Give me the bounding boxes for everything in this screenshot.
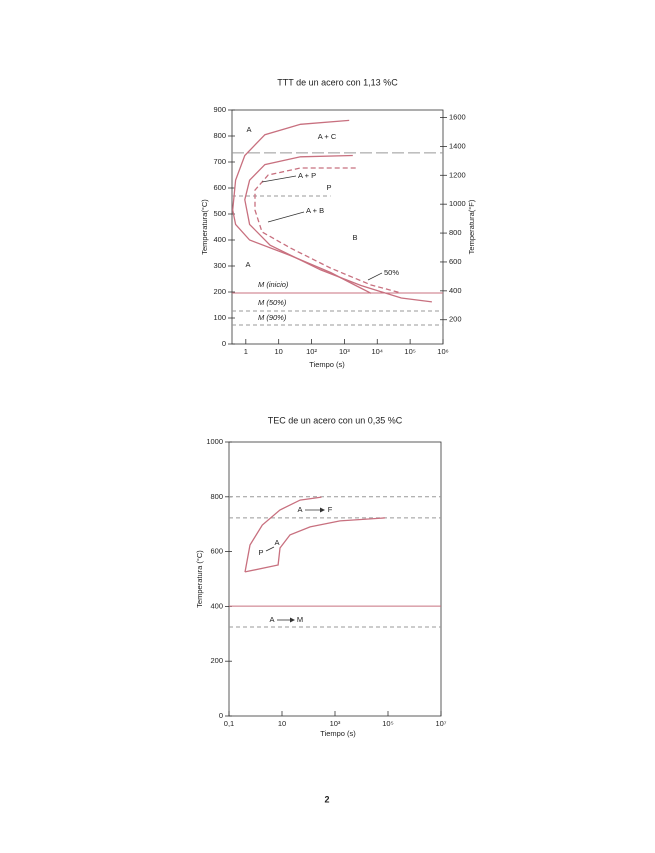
x-tick-label: 1	[244, 347, 248, 356]
page-number: 2	[324, 794, 329, 804]
y-tick-label: 300	[213, 261, 226, 270]
y2-tick-label: 600	[449, 257, 462, 266]
region-label: A	[246, 125, 251, 134]
y2-tick-label: 800	[449, 228, 462, 237]
x-axis-label: Tiempo (s)	[320, 729, 356, 738]
transformation-curve	[244, 517, 386, 573]
y2-axis-label: Temperatura(°F)	[467, 199, 476, 254]
region-label: A	[245, 260, 250, 269]
y-tick-label: 400	[210, 601, 223, 610]
region-label: A + P	[298, 171, 316, 180]
arrow-head	[290, 617, 295, 623]
arrow-head	[320, 507, 325, 513]
y2-tick-label: 200	[449, 315, 462, 324]
x-tick-label: 10⁴	[371, 347, 383, 356]
chart-title: TEC de un acero con un 0,35 %C	[268, 415, 403, 425]
transformation-curve	[244, 496, 322, 573]
y-tick-label: 600	[213, 183, 226, 192]
x-tick-label: 10²	[306, 347, 317, 356]
y-tick-label: 200	[210, 656, 223, 665]
y-tick-label: 0	[219, 711, 223, 720]
y2-tick-label: 1200	[449, 170, 466, 179]
region-label: A	[269, 615, 274, 624]
transformation-curve	[244, 154, 432, 303]
x-tick-label: 10⁶	[437, 347, 448, 356]
y-tick-label: 0	[222, 339, 226, 348]
y-axis-label: Temperatura(°C)	[200, 199, 209, 255]
y-tick-label: 1000	[206, 437, 223, 446]
y-tick-label: 400	[213, 235, 226, 244]
y-tick-label: 800	[213, 131, 226, 140]
y2-tick-label: 1600	[449, 112, 466, 121]
region-label: A + B	[306, 206, 324, 215]
x-tick-label: 10	[278, 719, 286, 728]
label-arrow	[265, 546, 275, 552]
x-tick-label: 0,1	[224, 719, 234, 728]
y-tick-label: 500	[213, 209, 226, 218]
transformation-curve	[254, 167, 402, 294]
label-arrow	[261, 175, 297, 183]
region-label: P	[326, 183, 331, 192]
y-axis-label: Temperatura (°C)	[195, 550, 204, 608]
y-tick-label: 100	[213, 313, 226, 322]
chart-title: TTT de un acero con 1,13 %C	[277, 77, 398, 87]
y2-tick-label: 1400	[449, 141, 466, 150]
region-label: M	[297, 615, 303, 624]
y-tick-label: 800	[210, 492, 223, 501]
region-label: A	[274, 538, 279, 547]
label-arrow	[267, 211, 305, 223]
region-label: P	[258, 548, 263, 557]
y-tick-label: 200	[213, 287, 226, 296]
region-label: F	[328, 505, 333, 514]
plot-frame	[231, 109, 444, 345]
x-tick-label: 10⁵	[382, 719, 393, 728]
region-label: M (90%)	[258, 313, 287, 322]
region-label: 50%	[384, 268, 399, 277]
region-label: B	[352, 233, 357, 242]
x-tick-label: 10⁷	[435, 719, 446, 728]
y2-tick-label: 1000	[449, 199, 466, 208]
x-tick-label: 10	[275, 347, 283, 356]
label-arrow	[367, 272, 383, 281]
region-label: M (inicio)	[258, 280, 289, 289]
x-tick-label: 10³	[330, 719, 341, 728]
x-tick-label: 10³	[339, 347, 350, 356]
region-label: A	[297, 505, 302, 514]
x-axis-label: Tiempo (s)	[309, 360, 345, 369]
region-label: M (50%)	[258, 298, 287, 307]
y-tick-label: 700	[213, 157, 226, 166]
y2-tick-label: 400	[449, 286, 462, 295]
y-tick-label: 900	[213, 105, 226, 114]
x-tick-label: 10⁵	[404, 347, 415, 356]
y-tick-label: 600	[210, 547, 223, 556]
region-label: A + C	[318, 132, 337, 141]
